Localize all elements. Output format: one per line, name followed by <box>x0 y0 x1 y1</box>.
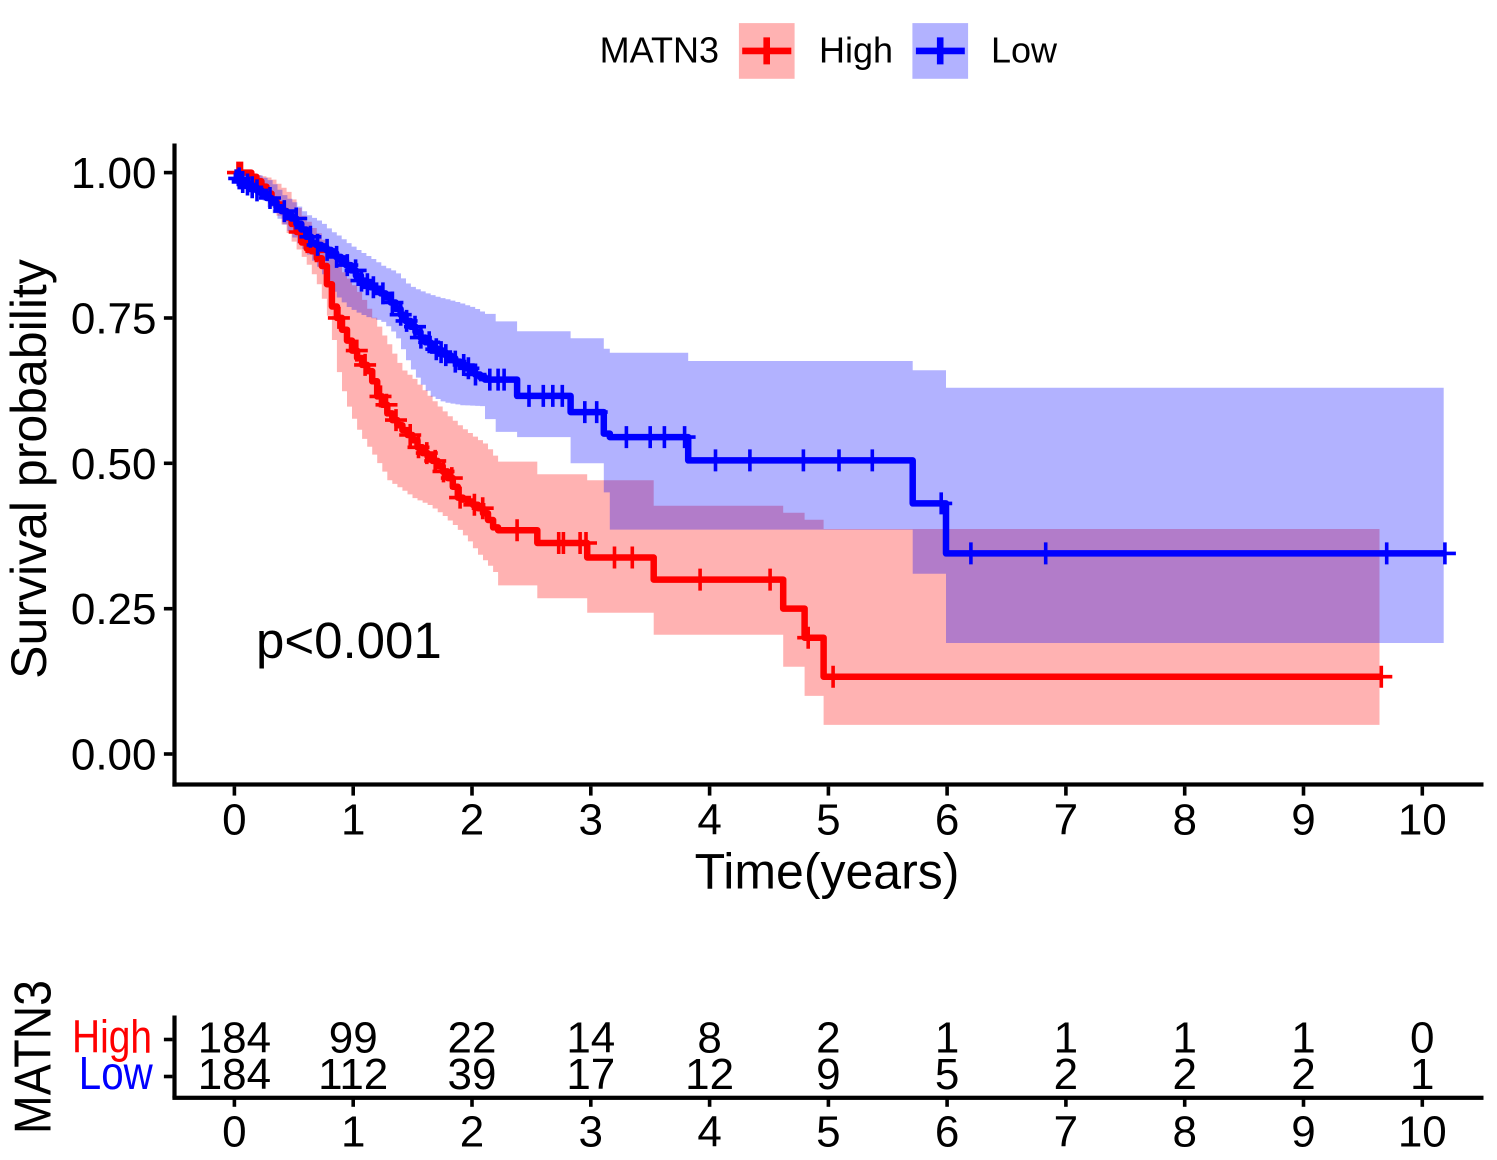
svg-text:Low: Low <box>991 30 1058 71</box>
svg-text:High: High <box>819 30 893 71</box>
svg-text:4: 4 <box>697 796 721 845</box>
svg-text:2: 2 <box>460 796 484 845</box>
svg-text:MATN3: MATN3 <box>5 980 63 1134</box>
svg-text:2: 2 <box>816 1014 840 1063</box>
svg-text:10: 10 <box>1398 1108 1447 1156</box>
svg-text:8: 8 <box>697 1014 721 1063</box>
svg-text:6: 6 <box>935 796 959 845</box>
svg-text:10: 10 <box>1398 796 1447 845</box>
svg-text:0: 0 <box>222 796 246 845</box>
svg-text:14: 14 <box>566 1014 615 1063</box>
svg-text:High: High <box>72 1011 152 1063</box>
svg-text:112: 112 <box>318 1050 388 1099</box>
svg-text:1.00: 1.00 <box>71 149 157 198</box>
svg-text:7: 7 <box>1054 1108 1078 1156</box>
svg-text:22: 22 <box>448 1014 497 1063</box>
svg-text:9: 9 <box>1291 1108 1315 1156</box>
svg-text:0.00: 0.00 <box>71 731 157 780</box>
svg-text:Survival probability: Survival probability <box>1 259 57 679</box>
svg-text:8: 8 <box>1172 1108 1196 1156</box>
svg-text:7: 7 <box>1054 796 1078 845</box>
svg-text:0.50: 0.50 <box>71 440 157 489</box>
svg-text:2: 2 <box>1291 1050 1315 1099</box>
svg-text:5: 5 <box>935 1050 959 1099</box>
svg-text:0: 0 <box>1410 1014 1434 1063</box>
svg-text:4: 4 <box>697 1108 721 1156</box>
svg-text:Time(years): Time(years) <box>695 844 960 900</box>
svg-text:1: 1 <box>935 1014 959 1063</box>
svg-text:184: 184 <box>198 1050 271 1099</box>
svg-text:39: 39 <box>448 1050 497 1099</box>
svg-text:Low: Low <box>79 1047 154 1099</box>
svg-text:1: 1 <box>1291 1014 1315 1063</box>
svg-text:8: 8 <box>1172 796 1196 845</box>
svg-text:MATN3: MATN3 <box>600 30 719 71</box>
svg-text:1: 1 <box>341 1108 365 1156</box>
svg-text:6: 6 <box>935 1108 959 1156</box>
svg-text:9: 9 <box>816 1050 840 1099</box>
svg-text:p<0.001: p<0.001 <box>256 612 442 669</box>
svg-text:99: 99 <box>329 1014 378 1063</box>
svg-text:2: 2 <box>1054 1050 1078 1099</box>
svg-text:2: 2 <box>1172 1050 1196 1099</box>
svg-text:3: 3 <box>579 796 603 845</box>
svg-text:0: 0 <box>222 1108 246 1156</box>
svg-text:2: 2 <box>460 1108 484 1156</box>
svg-text:0.75: 0.75 <box>71 295 157 344</box>
svg-text:1: 1 <box>1410 1050 1434 1099</box>
svg-text:3: 3 <box>579 1108 603 1156</box>
svg-text:12: 12 <box>685 1050 734 1099</box>
svg-text:1: 1 <box>1054 1014 1078 1063</box>
svg-text:17: 17 <box>566 1050 615 1099</box>
svg-text:1: 1 <box>1172 1014 1196 1063</box>
svg-text:5: 5 <box>816 796 840 845</box>
svg-text:1: 1 <box>341 796 365 845</box>
svg-text:0.25: 0.25 <box>71 585 157 634</box>
svg-text:5: 5 <box>816 1108 840 1156</box>
svg-text:9: 9 <box>1291 796 1315 845</box>
svg-text:184: 184 <box>198 1014 271 1063</box>
